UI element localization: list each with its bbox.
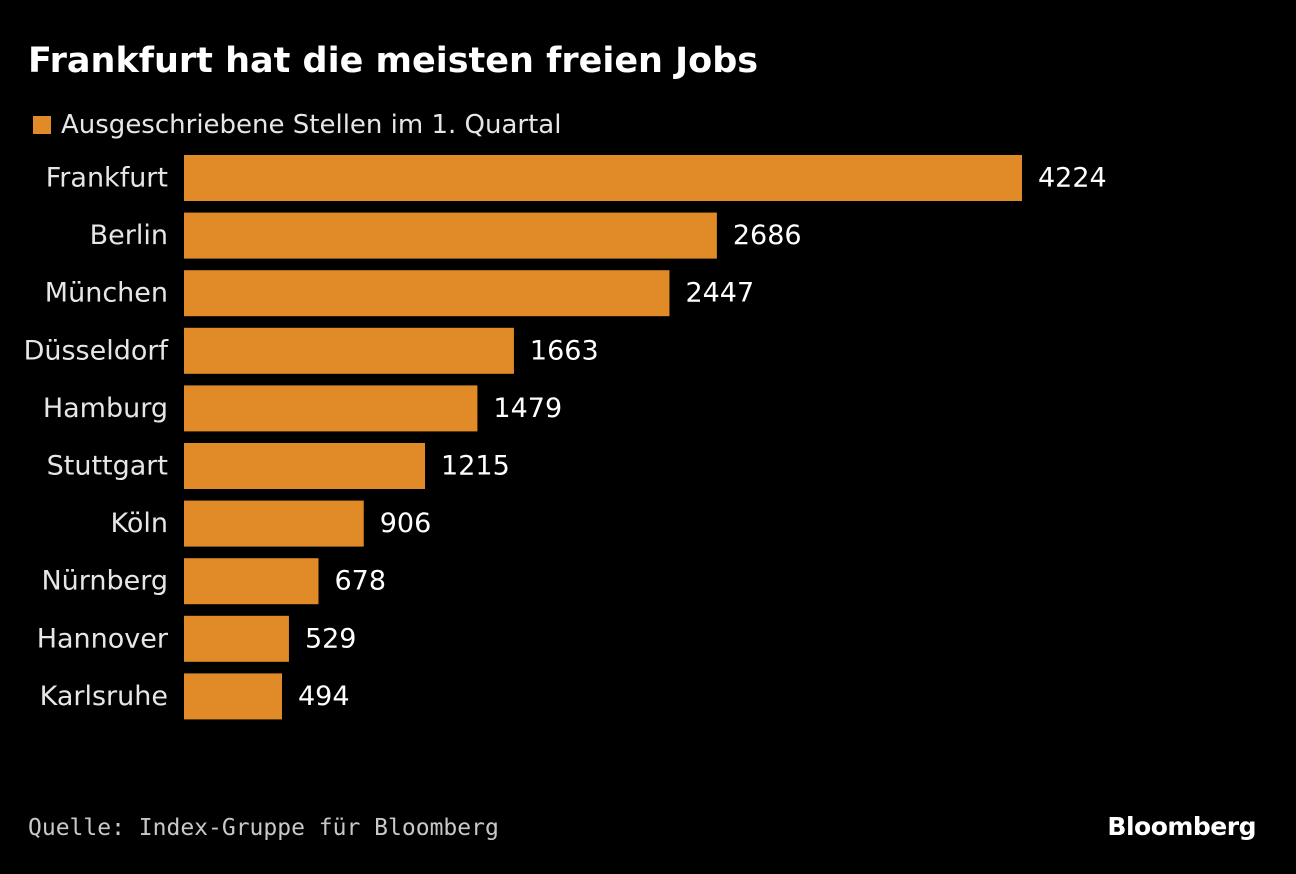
- category-label: München: [45, 278, 168, 309]
- value-label: 494: [298, 681, 350, 712]
- value-label: 678: [335, 566, 387, 597]
- legend-label: Ausgeschriebene Stellen im 1. Quartal: [61, 110, 562, 140]
- value-label: 529: [305, 623, 357, 654]
- source-note: Quelle: Index-Gruppe für Bloomberg: [28, 815, 499, 841]
- value-label: 1663: [530, 335, 599, 366]
- bar-karlsruhe: [184, 673, 283, 720]
- value-label: 1479: [493, 393, 562, 424]
- category-label: Stuttgart: [47, 451, 168, 482]
- value-label: 4224: [1038, 163, 1107, 194]
- category-label: Köln: [111, 508, 169, 539]
- bar-hannover: [184, 615, 289, 662]
- legend-swatch: [33, 116, 51, 134]
- category-label: Nürnberg: [41, 566, 168, 597]
- category-label: Hannover: [37, 623, 169, 654]
- value-label: 2447: [685, 278, 754, 309]
- bloomberg-logo: Bloomberg: [1107, 812, 1256, 841]
- value-label: 906: [380, 508, 432, 539]
- bar-stuttgart: [184, 443, 426, 489]
- bar-berlin: [184, 212, 717, 259]
- bar-münchen: [184, 270, 670, 317]
- chart-title: Frankfurt hat die meisten freien Jobs: [28, 41, 759, 81]
- category-label: Karlsruhe: [40, 681, 168, 712]
- category-label: Hamburg: [43, 393, 168, 424]
- category-label: Frankfurt: [46, 163, 168, 194]
- chart-legend: Ausgeschriebene Stellen im 1. Quartal: [33, 108, 561, 142]
- category-label: Düsseldorf: [24, 335, 170, 366]
- bar-düsseldorf: [184, 327, 514, 374]
- value-label: 1215: [441, 451, 510, 482]
- category-label: Berlin: [90, 220, 168, 251]
- bar-hamburg: [184, 385, 478, 432]
- bar-frankfurt: [184, 155, 1022, 201]
- value-label: 2686: [733, 220, 802, 251]
- bar-köln: [184, 500, 364, 547]
- bar-nürnberg: [184, 558, 319, 605]
